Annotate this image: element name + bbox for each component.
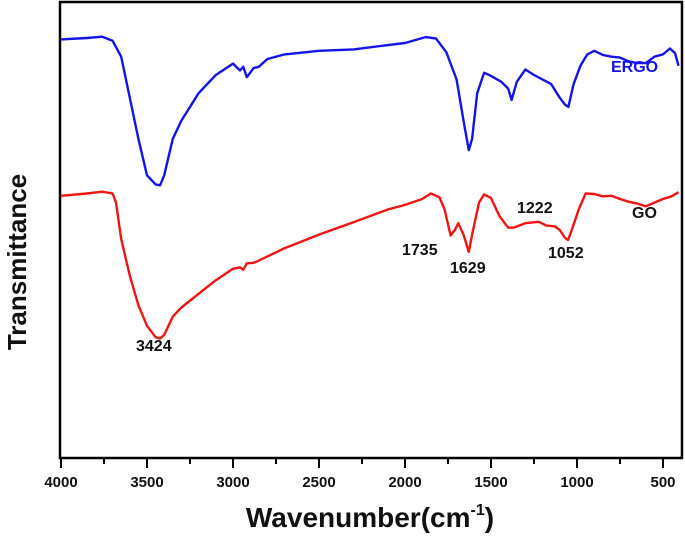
y-axis-title: Transmittance	[2, 174, 32, 350]
series-label-ergo: ERGO	[611, 59, 658, 76]
x-axis-title-superscript: -1	[471, 502, 485, 519]
x-tick-label: 3500	[130, 474, 163, 491]
series-line-ergo	[60, 35, 680, 187]
peak-label-1052: 1052	[548, 245, 584, 262]
x-tick-label: 4000	[44, 474, 77, 491]
x-tick-label: 2500	[302, 474, 335, 491]
peak-label-1735: 1735	[402, 242, 438, 259]
plot-frame	[58, 0, 684, 460]
peak-label-1629: 1629	[450, 260, 486, 277]
x-tick-label: 2000	[388, 474, 421, 491]
x-tick-label: 3000	[216, 474, 249, 491]
series-line-go	[60, 190, 680, 340]
series-label-go: GO	[632, 205, 657, 222]
x-axis-ticks	[60, 458, 664, 468]
x-axis-title-close: )	[485, 502, 494, 533]
x-axis-title: Wavenumber(cm-1)	[246, 502, 494, 533]
peak-label-3424: 3424	[136, 338, 172, 355]
x-axis-tick-labels: 4000 3500 3000 2500 2000 1500 1000 500	[44, 474, 675, 491]
x-tick-label: 1000	[560, 474, 593, 491]
peak-label-1222: 1222	[517, 200, 553, 217]
x-tick-label: 500	[650, 474, 675, 491]
series-layer	[60, 35, 680, 340]
x-axis-title-main: Wavenumber(cm	[246, 502, 471, 533]
x-tick-label: 1500	[474, 474, 507, 491]
peak-annotations: 3424 1735 1629 1222 1052	[136, 200, 584, 355]
